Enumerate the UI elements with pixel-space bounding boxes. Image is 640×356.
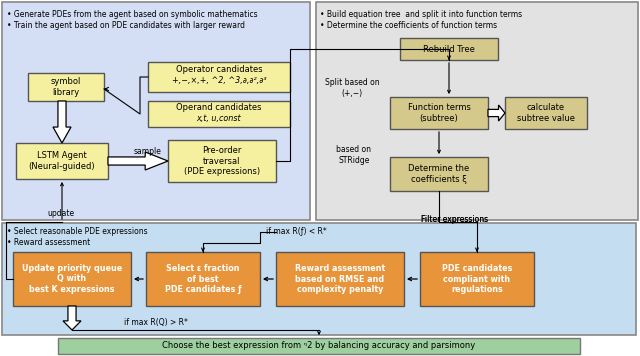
Text: • Build equation tree  and split it into function terms: • Build equation tree and split it into … (320, 10, 522, 19)
Polygon shape (63, 306, 81, 330)
Text: Choose the best expression from ᵑ2 by balancing accuracy and parsimony: Choose the best expression from ᵑ2 by ba… (163, 341, 476, 351)
Text: x,t, u,const: x,t, u,const (196, 115, 241, 124)
Bar (58, 338, 580, 354)
Text: based on
STRidge: based on STRidge (337, 145, 371, 165)
Text: +,−,×,+, ^2, ^3,∂,∂²,∂³: +,−,×,+, ^2, ^3,∂,∂²,∂³ (172, 75, 266, 84)
Text: Determine the
coefficients ξ: Determine the coefficients ξ (408, 164, 470, 184)
Text: update: update (47, 209, 74, 219)
Text: Reward assessment
based on RMSE and
complexity penalty: Reward assessment based on RMSE and comp… (295, 264, 385, 294)
Text: • Determine the coefficients of function terms: • Determine the coefficients of function… (320, 21, 497, 30)
Text: if max R(Q) > R*: if max R(Q) > R* (124, 318, 188, 326)
Bar (146, 252, 260, 306)
Bar (420, 252, 534, 306)
Text: Operand candidates: Operand candidates (176, 104, 262, 112)
Text: • Select reasonable PDE expressions: • Select reasonable PDE expressions (7, 227, 148, 236)
Bar (13, 252, 131, 306)
Bar (148, 62, 290, 92)
Bar (390, 97, 488, 129)
Text: Update priority queue
Q with
best K expressions: Update priority queue Q with best K expr… (22, 264, 122, 294)
Text: symbol
library: symbol library (51, 77, 81, 97)
Text: • Train the agent based on PDE candidates with larger reward: • Train the agent based on PDE candidate… (7, 21, 245, 30)
Polygon shape (488, 105, 505, 121)
Bar (505, 97, 587, 129)
Text: Filter expressions: Filter expressions (421, 215, 488, 225)
Bar (28, 73, 104, 101)
Polygon shape (108, 152, 168, 170)
Bar (390, 157, 488, 191)
Bar (16, 143, 108, 179)
Text: • Generate PDEs from the agent based on symbolic mathematics: • Generate PDEs from the agent based on … (7, 10, 258, 19)
Text: • Reward assessment: • Reward assessment (7, 238, 90, 247)
Text: Filter expressions: Filter expressions (421, 215, 488, 225)
Text: Pre-order
traversal
(PDE expressions): Pre-order traversal (PDE expressions) (184, 146, 260, 176)
Bar (2, 2, 310, 220)
Text: PDE candidates
compliant with
regulations: PDE candidates compliant with regulation… (442, 264, 512, 294)
Text: Rebuild Tree: Rebuild Tree (423, 44, 475, 53)
Bar (400, 38, 498, 60)
Text: Select ε fraction
of best
PDE candidates ƒ: Select ε fraction of best PDE candidates… (164, 264, 241, 294)
Text: LSTM Agent
(Neural-guided): LSTM Agent (Neural-guided) (29, 151, 95, 171)
Text: calculate
subtree value: calculate subtree value (517, 103, 575, 123)
Text: Operator candidates: Operator candidates (176, 64, 262, 73)
Polygon shape (53, 101, 71, 143)
Bar (316, 2, 638, 220)
Text: Split based on
(+,−): Split based on (+,−) (324, 78, 380, 98)
Bar (276, 252, 404, 306)
Bar (2, 223, 636, 335)
Bar (148, 101, 290, 127)
Text: sample: sample (134, 147, 162, 157)
Text: Function terms
(subtree): Function terms (subtree) (408, 103, 470, 123)
Text: if max R(ƒ) < R*: if max R(ƒ) < R* (266, 227, 326, 236)
Bar (168, 140, 276, 182)
